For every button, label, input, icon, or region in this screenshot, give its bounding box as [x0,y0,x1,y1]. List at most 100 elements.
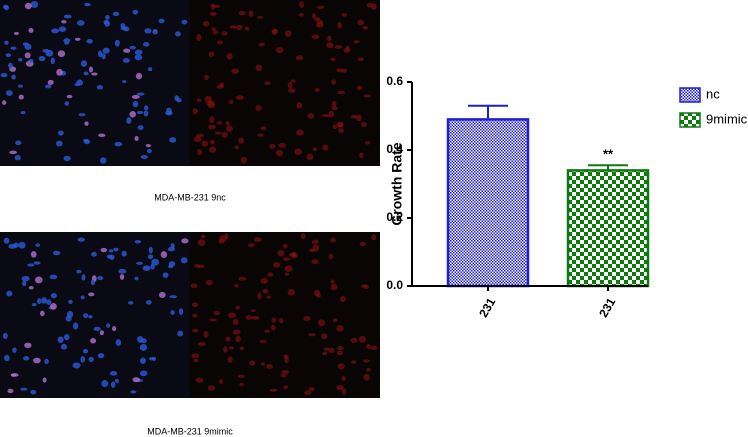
cell [128,301,134,305]
cell [129,45,136,50]
cell [345,45,350,51]
cell [49,274,58,280]
cell [210,3,216,10]
bar [446,118,530,288]
cell [359,241,366,246]
cell [224,233,229,240]
cell [52,250,61,256]
cell [3,237,10,244]
y-tick-label: 0.0 [386,278,403,292]
cell [34,276,43,284]
cell [42,377,47,383]
cell [311,239,319,245]
cell [307,112,315,119]
cell [7,388,14,394]
cell [342,388,347,395]
cell [336,384,344,391]
cell [180,257,188,264]
cell [309,386,315,392]
cell [134,54,143,61]
y-tick-label: 0.4 [386,142,403,156]
cell [120,26,128,31]
cell [225,121,230,126]
cell [20,110,26,115]
cell [114,141,123,147]
cell [63,155,71,162]
cell [131,94,140,100]
cell [328,110,335,118]
cell [13,31,20,35]
cell [197,341,206,347]
cell [338,122,344,128]
cell [239,382,245,387]
cell [282,257,290,262]
cell [96,85,104,90]
caption: MDA-MB-231 9nc [154,192,226,202]
cell [197,239,206,247]
cell [33,357,41,364]
cell [68,299,73,305]
cell [357,19,365,26]
cell [308,332,316,337]
cell [370,345,378,350]
cell [93,326,101,332]
cell [240,156,247,164]
cell [14,154,21,161]
cell [337,346,344,351]
cell [249,360,256,366]
cell [272,261,281,268]
cell [44,358,49,365]
cell [214,131,222,135]
cell [80,60,88,67]
cell [35,243,41,247]
cell [363,373,370,381]
cell [238,277,247,281]
cell [135,72,143,80]
cell [129,110,137,118]
cell [303,315,311,321]
cell [331,100,337,108]
y-axis-label: Growth Rate [389,142,405,225]
cell [277,249,285,257]
cell [225,125,233,132]
cell [232,329,241,335]
cell [294,148,302,156]
cell [216,84,225,89]
cell [221,31,228,36]
cell [283,243,288,249]
cell [330,283,338,291]
cell [269,143,276,149]
cell [299,1,305,8]
cell [192,313,198,318]
cell [30,389,37,395]
cell [284,265,293,272]
cell [200,234,206,239]
cell [229,346,234,350]
cell [280,373,287,378]
cell [209,116,215,123]
cell [132,377,140,383]
cell [174,95,179,101]
cell [229,25,238,29]
cell [106,254,113,259]
cell [9,150,18,155]
cell [72,362,81,369]
cell [328,347,335,354]
cell [371,234,377,241]
cell [238,11,246,16]
cell [63,38,71,44]
cell [316,5,325,9]
cell [192,328,199,333]
cell [211,27,216,31]
cell [234,284,239,288]
cell [267,272,274,277]
cell [361,284,367,288]
cell [234,145,239,150]
cell [50,302,57,310]
cell [208,124,216,130]
cell [284,272,289,276]
cell [83,138,89,143]
cell [22,280,27,287]
bar [566,169,650,288]
